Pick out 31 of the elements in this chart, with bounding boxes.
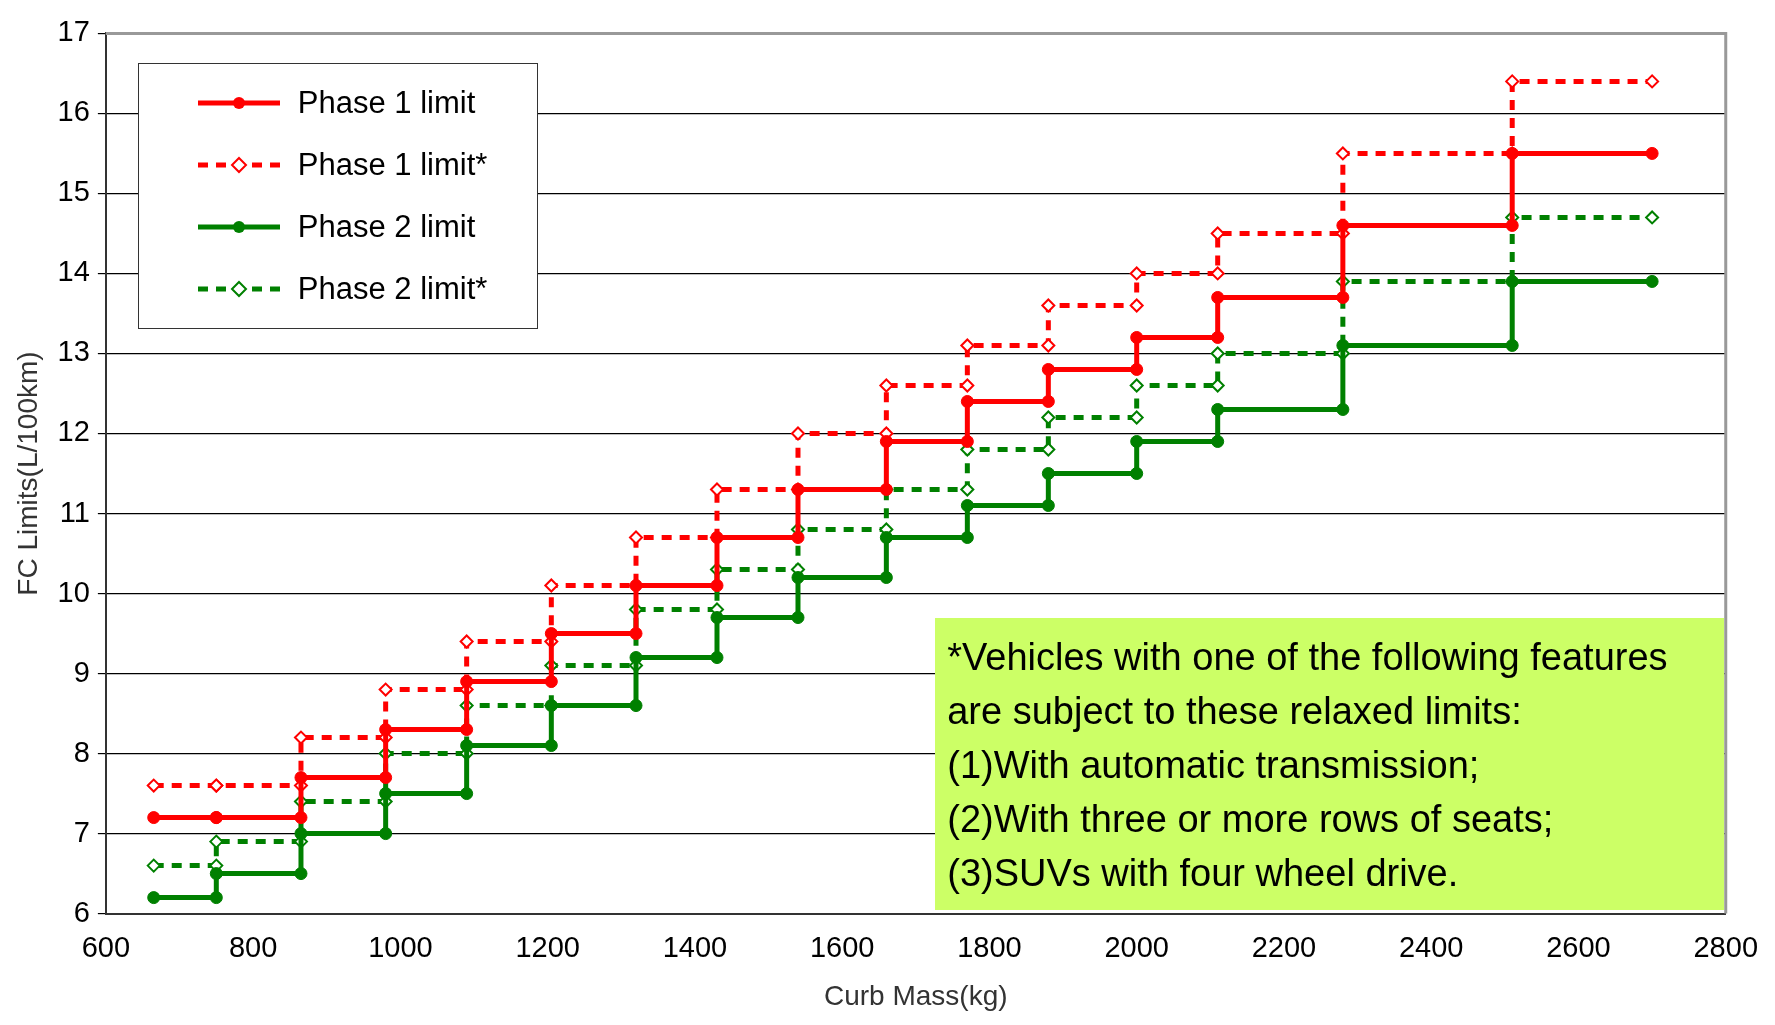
y-axis-title: FC Limits(L/100km) [11, 351, 43, 596]
y-tick-label: 11 [59, 495, 90, 528]
x-tick-label: 1000 [368, 931, 433, 963]
x-tick-label: 800 [228, 931, 278, 963]
x-tick-label: 1800 [957, 931, 1022, 963]
legend-label: Phase 2 limit [297, 209, 476, 246]
y-tick-label: 9 [73, 655, 90, 688]
legend-label: Phase 1 limit [297, 85, 476, 122]
y-tick-label: 14 [57, 255, 90, 288]
x-tick-label: 2800 [1693, 931, 1758, 963]
x-tick-label: 2600 [1546, 931, 1611, 963]
x-tick-label: 1600 [809, 931, 875, 963]
y-tick-label: 16 [57, 95, 90, 128]
y-tick-label: 15 [57, 175, 90, 208]
x-tick-label: 2000 [1104, 931, 1169, 963]
x-tick-label: 2200 [1251, 931, 1317, 963]
y-tick-label: 10 [57, 575, 90, 608]
x-tick-label: 1200 [515, 931, 580, 963]
x-tick-label: 1400 [662, 931, 728, 963]
x-tick-label: 600 [81, 931, 131, 963]
y-tick-label: 17 [57, 15, 90, 48]
x-tick-label: 2400 [1398, 931, 1464, 963]
legend-label: Phase 2 limit* [297, 271, 488, 308]
y-tick-label: 13 [57, 335, 90, 368]
y-tick-label: 12 [57, 415, 90, 448]
x-axis-title: Curb Mass(kg) [824, 979, 1008, 1011]
y-tick-label: 8 [73, 735, 90, 768]
y-tick-label: 7 [73, 815, 90, 848]
annotation: *Vehicles with one of the following features are subject to these relaxed limits: (1)With automatic transmission; (2)With three or more rows of seats; (3)SUVs with four wheel drive. [935, 617, 1724, 910]
legend-label: Phase 1 limit* [297, 147, 488, 184]
y-tick-label: 6 [73, 895, 90, 928]
